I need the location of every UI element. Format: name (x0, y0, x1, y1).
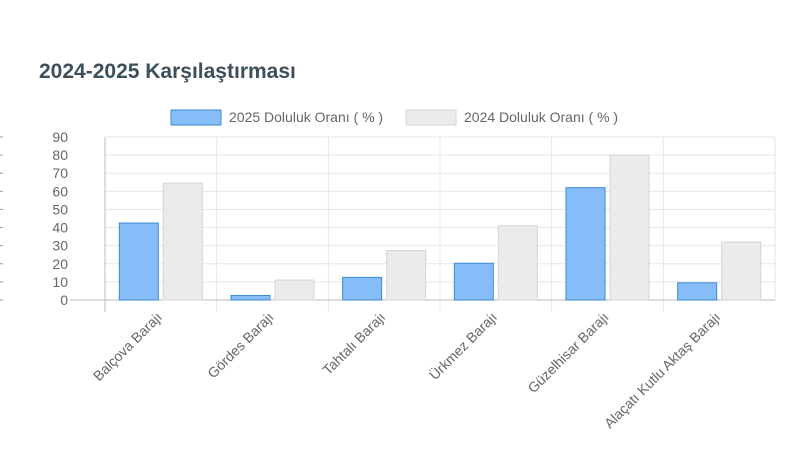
grid-lines (105, 136, 776, 312)
legend-label[interactable]: 2024 Doluluk Oranı ( % ) (464, 109, 618, 125)
bar-series-1[interactable] (230, 294, 271, 301)
y-tick-label: 40 (52, 220, 68, 236)
bar-series-2[interactable] (162, 182, 203, 301)
x-tick-label: Alaçatı Kutlu Aktaş Barajı (601, 309, 723, 431)
legend-swatch[interactable] (405, 109, 457, 126)
y-tick-label: 30 (52, 238, 68, 254)
x-tick-label: Gördes Barajı (204, 309, 276, 381)
y-axis-ticks: 0 10 20 30 40 50 60 70 80 90 (0, 129, 68, 308)
bar-series-2[interactable] (386, 250, 427, 301)
y-tick-label: 90 (52, 129, 68, 145)
x-tick-label: Güzelhisar Barajı (524, 309, 611, 396)
x-tick-label: Tahtalı Barajı (319, 309, 388, 378)
bar-series-1[interactable] (342, 276, 383, 301)
bar-series-1[interactable] (453, 262, 494, 301)
chart-title: 2024-2025 Karşılaştırması (39, 60, 296, 83)
bar-series-1[interactable] (677, 282, 718, 301)
x-tick-label: Ürkmez Barajı (425, 308, 500, 383)
x-axis-ticks: Balçova Barajı Gördes Barajı Tahtalı Baraj… (90, 308, 723, 431)
legend-label[interactable]: 2025 Doluluk Oranı ( % ) (229, 109, 383, 125)
legend: 2025 Doluluk Oranı ( % ) 2024 Doluluk Ora… (170, 109, 618, 126)
y-tick-label: 70 (52, 165, 68, 181)
y-tick-label: 10 (52, 274, 68, 290)
bar-series-2[interactable] (609, 154, 650, 301)
y-tick-label: 80 (52, 147, 68, 163)
legend-swatch[interactable] (170, 109, 222, 126)
y-tick-label: 50 (52, 201, 68, 217)
y-tick-label: 60 (52, 183, 68, 199)
bar-series-2[interactable] (274, 279, 315, 301)
y-tick-label: 0 (60, 292, 68, 308)
bar-series-2[interactable] (497, 225, 538, 301)
bar-series-2[interactable] (721, 241, 762, 301)
bar-series-1[interactable] (118, 222, 159, 301)
y-tick-label: 20 (52, 256, 68, 272)
x-tick-label: Balçova Barajı (90, 309, 165, 384)
bar-series-1[interactable] (565, 187, 606, 301)
bars (118, 154, 762, 301)
